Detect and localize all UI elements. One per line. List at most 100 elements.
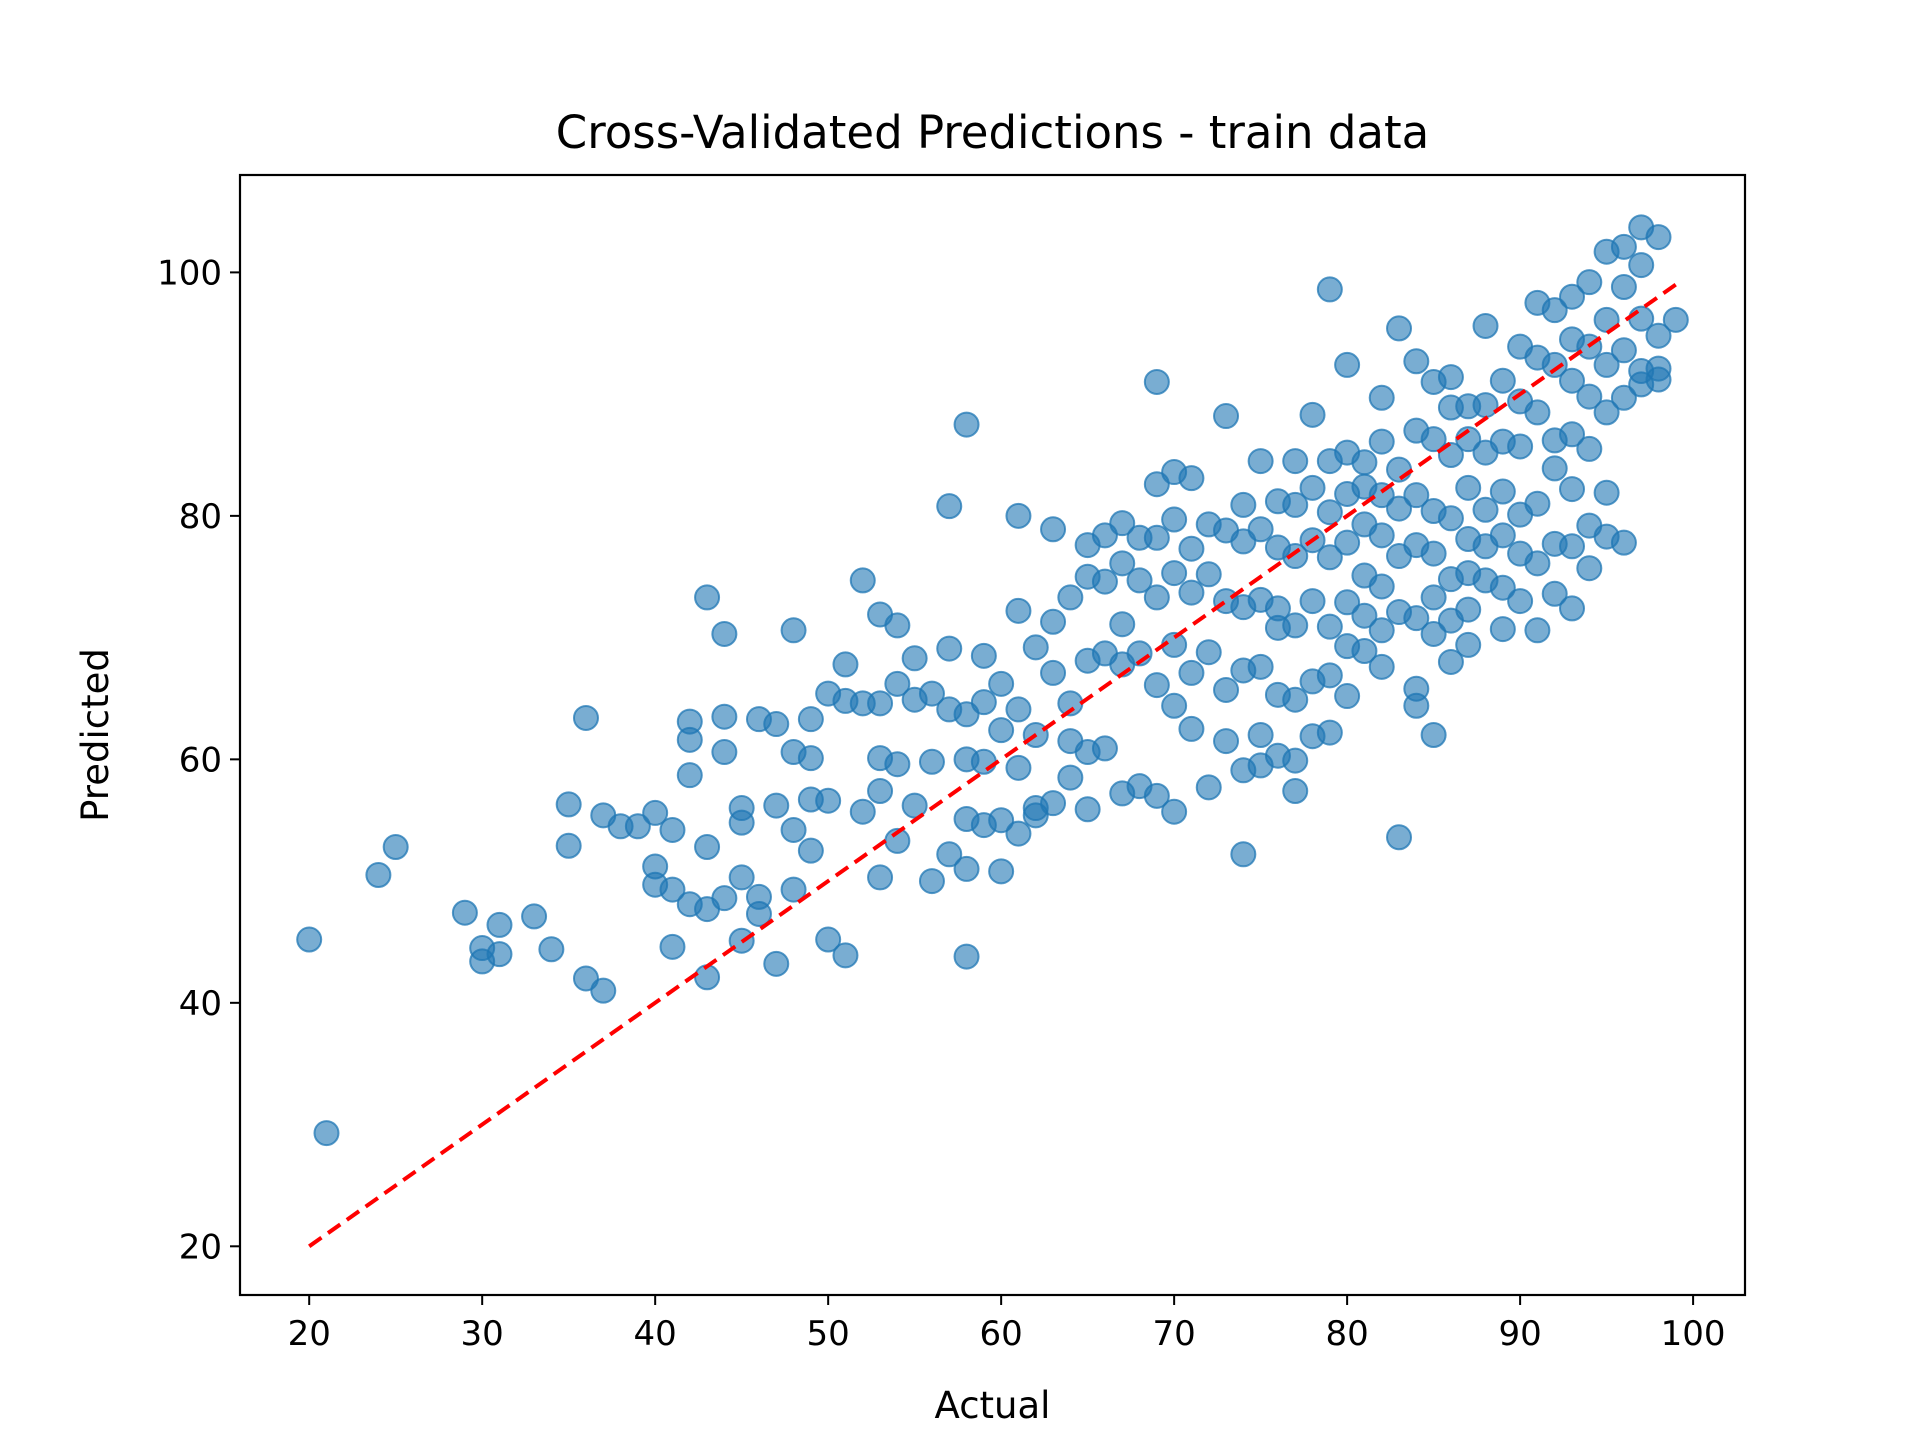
data-point [1403,605,1430,632]
data-point [1316,276,1343,303]
data-point [918,748,945,775]
data-point [1316,499,1343,526]
data-point [1420,722,1447,748]
data-point [659,816,686,843]
data-point [1368,384,1395,411]
data-point [1040,516,1067,543]
data-point [988,717,1015,744]
data-point [1005,754,1032,781]
data-point [1351,602,1378,629]
data-point [1559,476,1586,503]
data-point [1386,495,1413,522]
data-point [590,977,617,1004]
data-point [1143,672,1170,699]
data-point [1282,491,1309,518]
data-point [1334,683,1361,710]
x-tick-label: 50 [807,1314,850,1354]
data-point [1403,482,1430,509]
data-point [1005,597,1032,624]
data-point [1610,384,1637,411]
data-point [1316,544,1343,571]
data-point [1195,561,1222,588]
data-point [988,670,1015,697]
x-tick-label: 100 [1661,1314,1726,1354]
data-point [1040,790,1067,817]
data-point [1559,283,1586,310]
data-point [1403,692,1430,719]
x-tick-label: 70 [1153,1314,1196,1354]
data-point [694,834,721,860]
y-tick-label: 100 [157,253,222,293]
data-point [1126,567,1153,594]
data-point [313,1120,340,1147]
data-point [918,680,945,707]
data-point [1576,555,1603,582]
data-point [1143,584,1170,611]
data-point [1576,435,1603,462]
data-point [1091,735,1118,762]
data-point [1316,662,1343,689]
data-point [1645,224,1672,251]
data-point [1040,659,1067,686]
data-point [1541,351,1568,378]
data-point [970,748,997,775]
data-point [832,942,859,969]
data-point [1662,306,1689,333]
data-point [901,645,928,672]
data-point [1524,550,1551,577]
data-point [970,689,997,716]
data-point [884,751,911,778]
data-point [1282,778,1309,804]
x-axis: 20 30 40 50 60 70 80 90 100 [288,1295,1726,1354]
data-point [867,690,894,717]
data-point [1420,426,1447,453]
data-point [1420,620,1447,647]
x-tick-label: 60 [980,1314,1023,1354]
data-point [1524,399,1551,426]
y-tick-label: 80 [179,497,222,537]
data-point [936,635,963,662]
data-point [1161,798,1188,825]
data-point [1351,449,1378,476]
data-point [1524,617,1551,644]
data-point [1386,824,1413,851]
data-point [1645,366,1672,393]
data-point [815,787,842,814]
data-point [763,950,790,977]
data-point [918,868,945,895]
y-tick-label: 60 [179,740,222,780]
data-point [694,584,721,611]
data-point [1351,638,1378,664]
data-point [1437,648,1464,675]
data-point [1472,392,1499,419]
data-point [1541,455,1568,482]
data-point [1334,589,1361,616]
data-point [1247,516,1274,543]
data-point [1593,399,1620,426]
data-point [953,943,980,970]
data-point [1057,584,1084,611]
data-point [815,926,842,953]
chart-title: Cross-Validated Predictions - train data [556,106,1429,159]
data-point [296,926,323,953]
data-point [1472,496,1499,523]
data-point [1143,524,1170,551]
data-point [780,876,807,903]
plot-frame [238,173,1747,1297]
data-point [1541,297,1568,324]
data-point [1420,540,1447,567]
x-axis-title: Actual [935,1384,1051,1427]
data-point [1040,608,1067,635]
data-point [797,745,824,772]
data-point [1299,401,1326,428]
data-point [1334,529,1361,556]
x-tick-label: 90 [1498,1314,1541,1354]
x-tick-label: 80 [1325,1314,1368,1354]
data-point [676,762,703,789]
reference-line-layer [308,282,1677,1248]
data-point [659,876,686,903]
data-point [728,864,755,891]
data-point [659,933,686,960]
data-point [365,862,392,888]
data-point [988,807,1015,834]
